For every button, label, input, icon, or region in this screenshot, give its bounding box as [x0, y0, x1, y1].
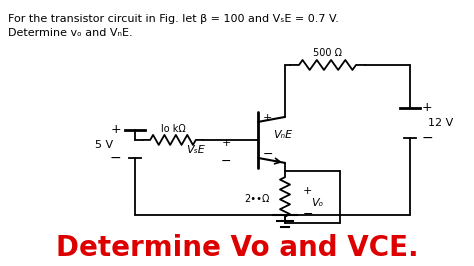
Text: −: − — [422, 131, 434, 145]
Text: Determine Vo and VCE.: Determine Vo and VCE. — [55, 234, 419, 262]
Text: Vₒ: Vₒ — [311, 198, 323, 208]
Text: 12 V: 12 V — [428, 118, 453, 128]
Text: 500 Ω: 500 Ω — [313, 48, 342, 58]
Text: −: − — [109, 151, 121, 165]
Text: +: + — [422, 101, 433, 114]
Text: +: + — [110, 123, 121, 136]
Text: VₛE: VₛE — [187, 145, 205, 155]
Text: 2••Ω: 2••Ω — [244, 194, 270, 204]
Text: −: − — [221, 155, 231, 168]
Text: +: + — [221, 138, 231, 148]
Text: −: − — [263, 148, 273, 161]
Text: −: − — [303, 208, 313, 221]
Text: VₙE: VₙE — [273, 130, 292, 140]
Text: +: + — [263, 113, 273, 123]
Text: For the transistor circuit in Fig. let β = 100 and VₛE = 0.7 V.: For the transistor circuit in Fig. let β… — [8, 14, 339, 24]
Text: lo kΩ: lo kΩ — [161, 124, 185, 134]
Text: +: + — [303, 186, 312, 196]
Text: 5 V: 5 V — [95, 140, 113, 150]
Text: Determine vₒ and VₙE.: Determine vₒ and VₙE. — [8, 28, 133, 38]
